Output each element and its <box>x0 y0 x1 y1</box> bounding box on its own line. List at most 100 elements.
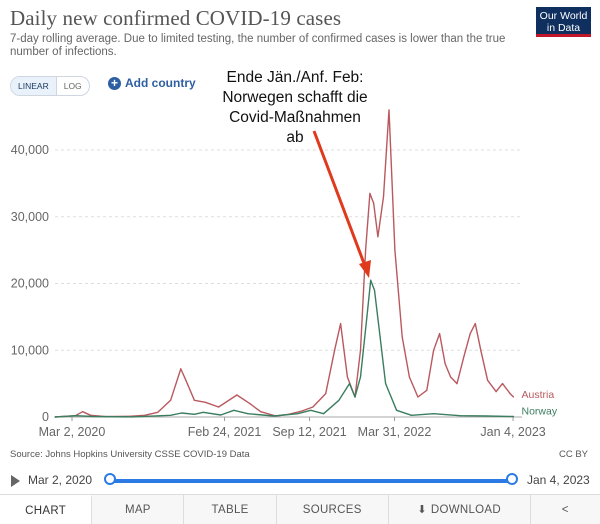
data-point <box>426 389 428 391</box>
data-point <box>220 414 222 416</box>
data-point <box>509 393 511 395</box>
chart-subtitle: 7-day rolling average. Due to limited te… <box>10 33 506 58</box>
timeline-end-handle[interactable] <box>506 473 518 485</box>
line-chart: 0 10,000 20,000 30,000 40,000 Mar 2, 2020 Feb… <box>11 109 558 439</box>
data-point <box>385 383 387 385</box>
data-point <box>157 411 159 413</box>
data-point <box>170 399 172 401</box>
add-country-label: Add country <box>125 76 196 90</box>
data-point <box>260 411 262 413</box>
data-point <box>348 383 351 385</box>
data-point <box>297 413 299 415</box>
arrow-shaft <box>312 130 367 267</box>
data-point <box>334 349 336 351</box>
add-country-button[interactable]: + Add country <box>108 76 196 90</box>
annotation-line-2: Norwegen schafft die <box>222 89 368 106</box>
data-point <box>495 391 497 393</box>
x-tick-label: Mar 31, 2022 <box>358 425 432 439</box>
data-point <box>396 409 398 411</box>
chart-title: Daily new confirmed COVID-19 cases <box>10 6 342 30</box>
data-point <box>394 249 396 251</box>
data-point <box>202 411 204 413</box>
data-point <box>359 349 362 351</box>
data-point <box>359 376 362 378</box>
annotation-line-3: Covid-Maßnahmen ab <box>229 109 361 146</box>
y-tick-label: 30,000 <box>11 210 49 224</box>
license-label[interactable]: CC BY <box>558 449 588 460</box>
share-icon: < <box>561 503 569 516</box>
data-point <box>439 333 441 335</box>
tab-download-label: DOWNLOAD <box>430 503 501 516</box>
data-point <box>247 413 249 415</box>
data-point <box>312 406 314 408</box>
data-point <box>373 202 375 204</box>
plus-icon: + <box>108 76 121 90</box>
series-label-austria: Austria <box>522 389 555 401</box>
data-point <box>463 356 465 358</box>
data-point <box>501 383 504 385</box>
data-point <box>388 109 390 111</box>
data-point <box>323 413 325 415</box>
x-tick-label: Sep 12, 2021 <box>272 425 346 439</box>
data-point <box>401 336 403 338</box>
download-icon: ⬇ <box>417 504 427 516</box>
series-lines <box>54 109 515 418</box>
data-point <box>185 379 187 381</box>
data-point <box>181 412 183 414</box>
data-point <box>170 414 172 416</box>
play-icon[interactable] <box>11 475 20 487</box>
data-point <box>433 413 435 415</box>
data-point <box>144 414 146 416</box>
data-point <box>193 413 195 415</box>
data-point <box>379 336 381 338</box>
logo-line-1: Our World <box>539 10 588 22</box>
data-point <box>90 414 92 416</box>
scale-toggle: LINEAR LOG <box>10 76 90 96</box>
data-point <box>382 196 385 198</box>
data-point <box>180 368 182 370</box>
series-line-norway <box>54 279 514 418</box>
data-point <box>346 376 348 378</box>
data-point <box>92 415 94 418</box>
y-tick-label: 40,000 <box>11 143 49 157</box>
arrow-head <box>359 260 371 278</box>
data-point <box>218 406 220 408</box>
annotation-arrow <box>312 130 371 278</box>
annotation-text: Ende Jän./Anf. Feb: Norwegen schafft die… <box>220 68 370 148</box>
tab-download[interactable]: ⬇ DOWNLOAD <box>389 495 531 524</box>
data-point <box>487 379 489 381</box>
timeline-track[interactable] <box>110 479 512 483</box>
annotation-line-1: Ende Jän./Anf. Feb: <box>226 69 364 86</box>
data-point <box>340 323 342 325</box>
series-label-norway: Norway <box>522 405 558 417</box>
tab-map[interactable]: MAP <box>92 495 185 524</box>
source-note[interactable]: Source: Johns Hopkins University CSSE CO… <box>10 449 250 460</box>
data-point <box>204 401 206 403</box>
x-tick-label: Feb 24, 2021 <box>188 425 262 439</box>
share-button[interactable]: < <box>531 495 600 524</box>
owid-logo[interactable]: Our World in Data <box>536 7 591 37</box>
tab-chart[interactable]: CHART <box>0 495 93 524</box>
data-point <box>193 399 195 401</box>
data-point <box>377 236 379 238</box>
data-point <box>130 416 133 418</box>
data-point <box>433 349 435 351</box>
data-point <box>408 376 410 378</box>
timeline-start-handle[interactable] <box>104 473 116 485</box>
tab-table[interactable]: TABLE <box>184 495 277 524</box>
series-labels: Austria Norway <box>522 389 558 417</box>
scale-log-button[interactable]: LOG <box>63 81 82 91</box>
tab-bar: CHART MAP TABLE SOURCES ⬇ DOWNLOAD < <box>0 494 600 524</box>
tab-sources[interactable]: SOURCES <box>277 495 389 524</box>
data-point <box>369 192 371 194</box>
timeline-end-label: Jan 4, 2023 <box>527 473 590 487</box>
data-point <box>366 316 368 318</box>
x-tick-label: Jan 4, 2023 <box>480 425 545 439</box>
y-tick-label: 0 <box>42 410 49 424</box>
data-point <box>370 279 372 281</box>
data-point <box>338 399 340 401</box>
scale-linear-button[interactable]: LINEAR <box>11 77 57 95</box>
data-point <box>354 396 356 398</box>
data-point <box>373 289 376 291</box>
data-point <box>410 414 413 416</box>
